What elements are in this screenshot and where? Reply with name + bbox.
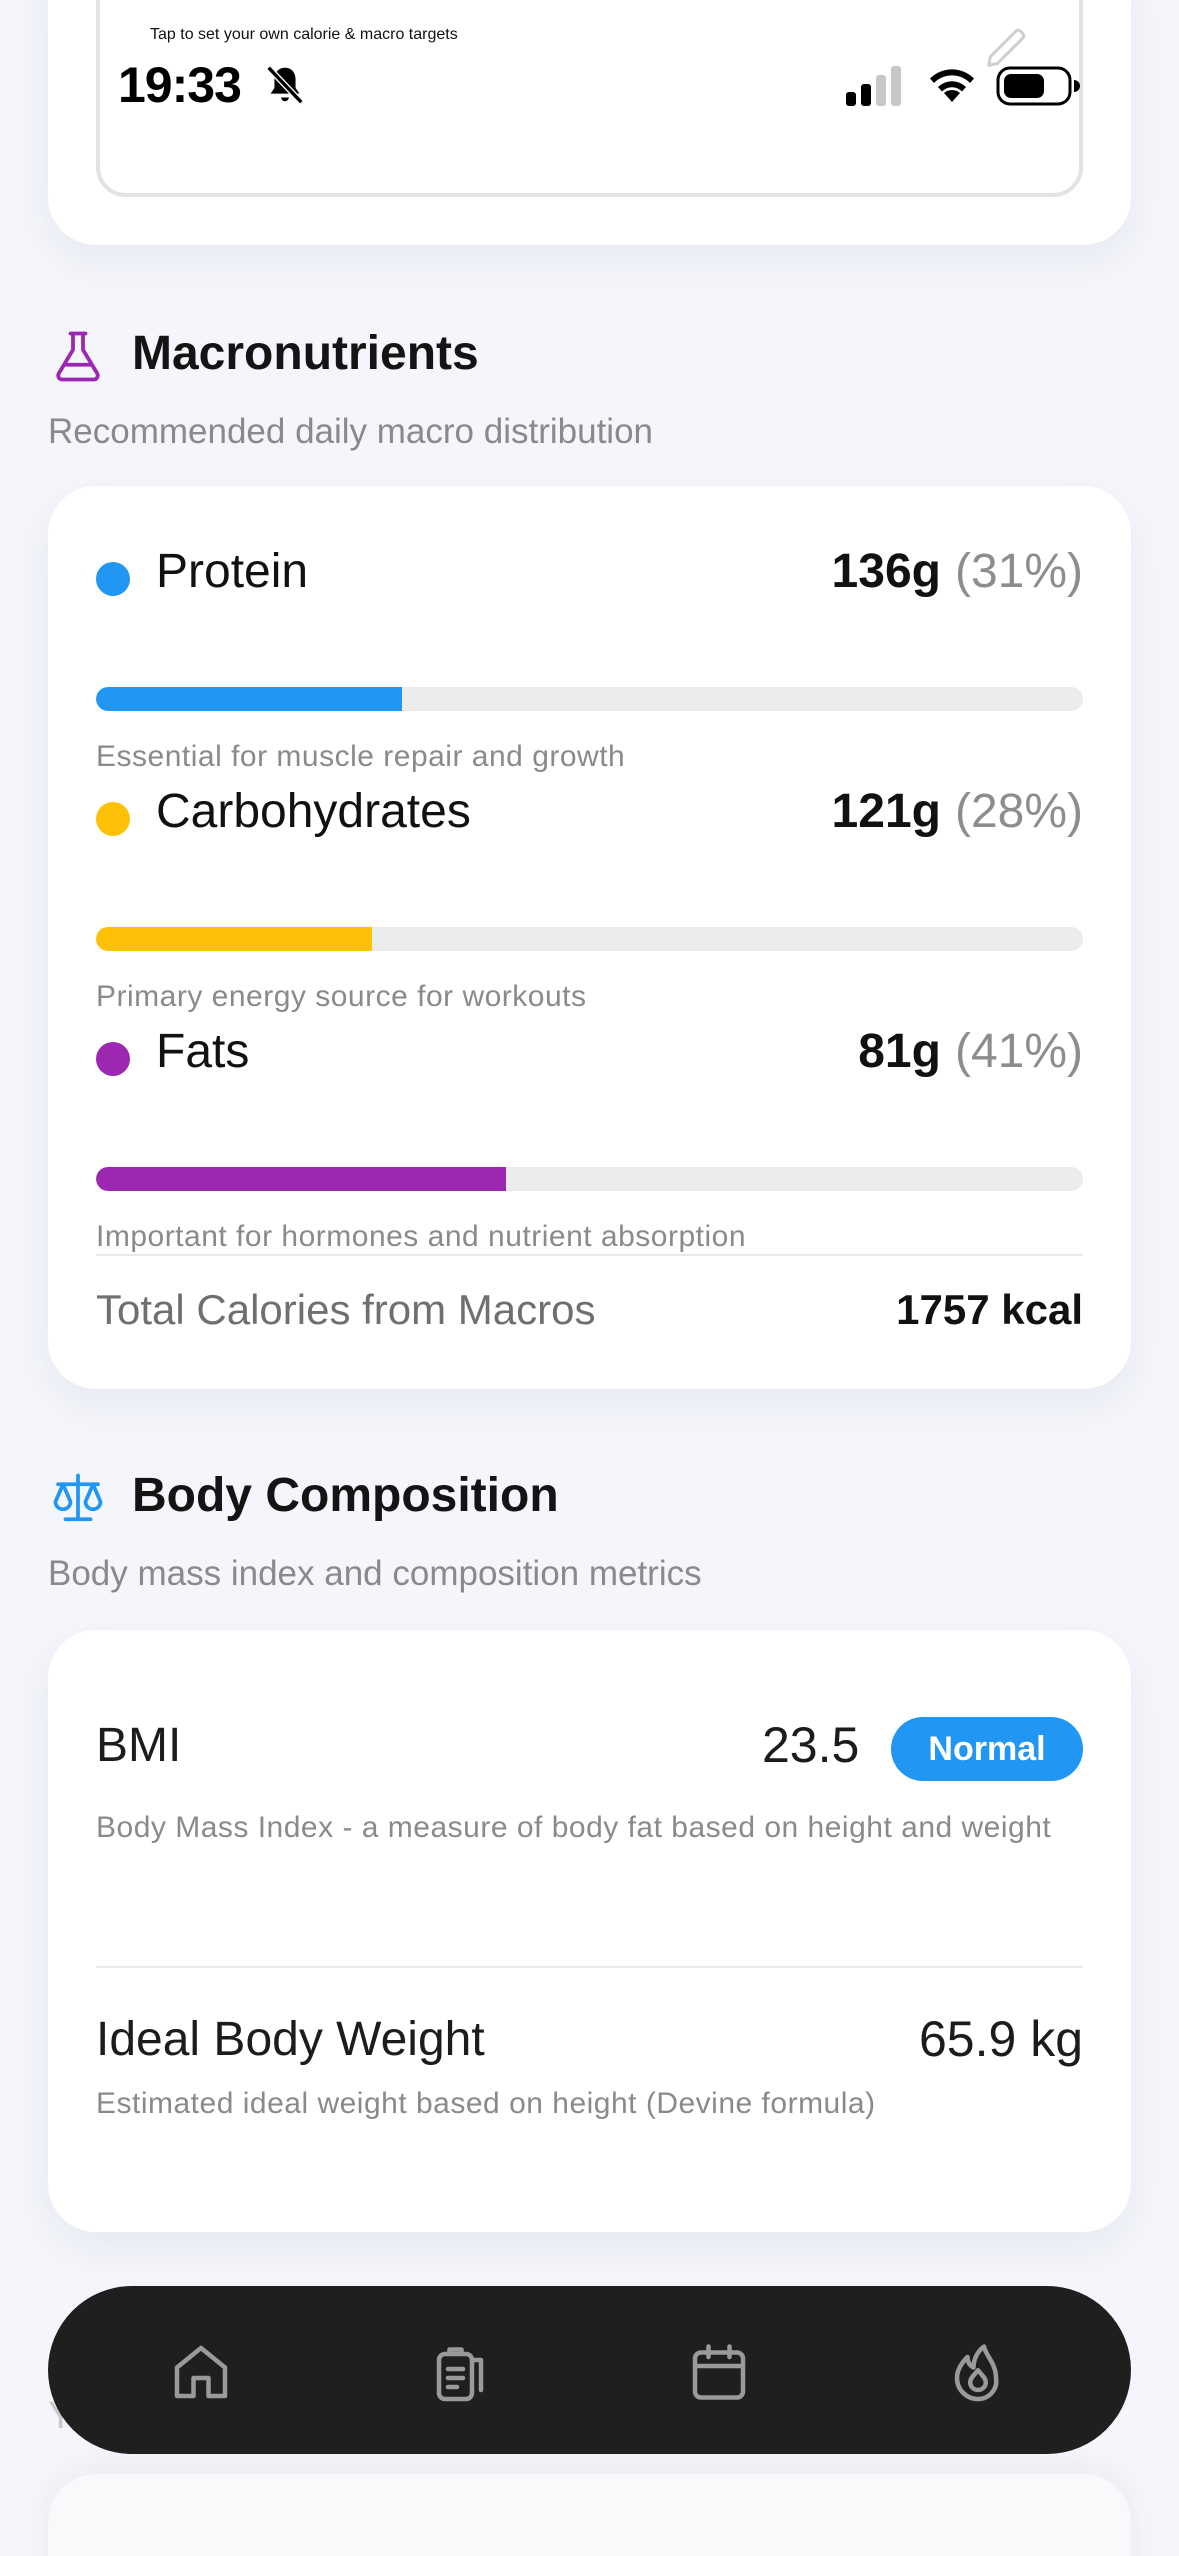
- macro-value: 121g (28%): [832, 784, 1083, 839]
- macronutrients-subtitle: Recommended daily macro distribution: [48, 412, 653, 451]
- macro-grams: 136g: [831, 545, 941, 598]
- macro-description: Primary energy source for workouts: [96, 980, 587, 1013]
- home-icon[interactable]: [165, 2336, 237, 2408]
- bell-muted-icon: [266, 65, 304, 105]
- body-composition-subtitle: Body mass index and composition metrics: [48, 1554, 702, 1593]
- status-time: 19:33: [118, 57, 242, 113]
- body-composition-card: BMI 23.5 Normal Body Mass Index - a meas…: [48, 1630, 1131, 2232]
- macro-row-protein: Protein 136g (31%) Essential for muscle r…: [96, 544, 1083, 773]
- macro-progress-fill: [96, 1167, 506, 1191]
- ideal-weight-value: 65.9 kg: [918, 2011, 1083, 2067]
- flask-icon: [56, 331, 100, 382]
- divider: [96, 1966, 1083, 1968]
- macro-row-carbohydrates: Carbohydrates 121g (28%) Primary energy s…: [96, 784, 1083, 1013]
- bmi-value: 23.5: [762, 1717, 860, 1773]
- macro-progress-fill: [96, 927, 373, 951]
- fats-color-dot: [96, 1042, 130, 1076]
- macronutrients-title: Macronutrients: [132, 327, 479, 380]
- calendar-icon[interactable]: [683, 2336, 755, 2408]
- macro-name: Protein: [156, 545, 309, 598]
- macronutrients-card: Protein 136g (31%) Essential for muscle r…: [48, 486, 1131, 1389]
- macro-value: 81g (41%): [858, 1024, 1083, 1079]
- protein-color-dot: [96, 562, 130, 596]
- scale-icon: [53, 1473, 103, 1522]
- ideal-weight-description: Estimated ideal weight based on height (…: [96, 2087, 876, 2120]
- bmi-status-badge: Normal: [891, 1717, 1083, 1781]
- cellular-signal-icon: [846, 66, 901, 106]
- targets-card: [48, 0, 1131, 245]
- macro-name: Carbohydrates: [156, 785, 471, 838]
- macro-progress-bar: [96, 687, 1083, 711]
- macro-description: Essential for muscle repair and growth: [96, 740, 626, 773]
- bmi-description: Body Mass Index - a measure of body fat …: [96, 1811, 1052, 1844]
- custom-targets-button[interactable]: [96, 0, 1083, 197]
- macro-percent: (31%): [954, 545, 1083, 598]
- bottom-navigation: [48, 2286, 1131, 2454]
- macro-row-fats: Fats 81g (41%) Important for hormones and…: [96, 1024, 1083, 1253]
- macro-description: Important for hormones and nutrient abso…: [96, 1220, 747, 1253]
- battery-icon: [996, 66, 1080, 106]
- flame-icon[interactable]: [942, 2336, 1014, 2408]
- macro-grams: 121g: [831, 785, 941, 838]
- total-calories-label: Total Calories from Macros: [96, 1286, 596, 1333]
- macro-value: 136g (31%): [832, 544, 1083, 599]
- body-composition-title: Body Composition: [132, 1469, 559, 1522]
- next-card: [48, 2474, 1131, 2556]
- total-calories-value: 1757 kcal: [896, 1286, 1083, 1333]
- macro-progress-fill: [96, 687, 402, 711]
- divider: [96, 1254, 1083, 1256]
- macro-grams: 81g: [858, 1025, 941, 1078]
- targets-hint: Tap to set your own calorie & macro targ…: [150, 26, 458, 43]
- macro-progress-bar: [96, 927, 1083, 951]
- wifi-icon: [930, 69, 974, 102]
- macro-progress-bar: [96, 1167, 1083, 1191]
- macro-percent: (41%): [954, 1025, 1083, 1078]
- carbohydrates-color-dot: [96, 802, 130, 836]
- pencil-icon[interactable]: [980, 22, 1032, 74]
- macro-name: Fats: [156, 1025, 250, 1078]
- ideal-weight-label: Ideal Body Weight: [96, 2013, 485, 2066]
- clipboard-icon[interactable]: [424, 2336, 496, 2408]
- bmi-label: BMI: [96, 1719, 182, 1772]
- macro-percent: (28%): [954, 785, 1083, 838]
